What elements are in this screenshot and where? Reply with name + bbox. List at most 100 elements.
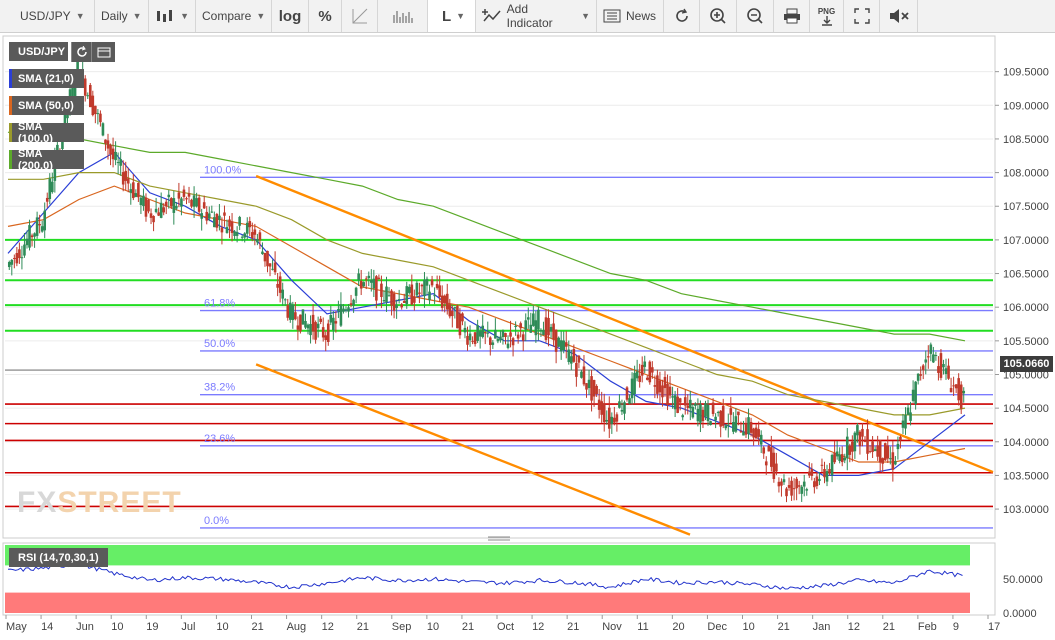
mute-button[interactable] [880,0,918,32]
candle-body [30,235,34,238]
candle-body [200,213,203,219]
add-indicator-button[interactable]: Add Indicator ▼ [476,0,597,32]
candle-body [304,321,307,328]
interval-selector[interactable]: Daily ▼ [95,0,149,32]
descending-trendline-upper [255,174,994,474]
reload-symbol-button[interactable] [71,42,91,62]
x-tick-label: Jun [76,621,94,633]
candle-body [352,299,355,306]
zoom-in-icon [710,8,726,24]
candle-body [296,325,300,330]
rsi-line [7,563,963,590]
candle-body [744,423,748,435]
volume-button[interactable] [378,0,428,32]
candle-body [294,312,297,320]
candle-body [488,337,492,345]
candle-body [787,485,791,488]
rsi-overbought-zone [5,545,970,566]
candle-body [364,278,368,280]
x-tick-label: 21 [357,621,369,633]
candle-body [134,193,138,197]
candle-body [595,385,598,394]
indicator-label[interactable]: SMA (100,0) [9,121,84,145]
y-tick-label: 106.0000 [1003,302,1049,314]
candle-body [309,323,312,336]
print-button[interactable] [774,0,810,32]
candle-body [172,198,176,213]
candle-body [407,286,411,293]
candle-body [185,198,188,200]
refresh-button[interactable] [664,0,700,32]
export-png-button[interactable]: PNG [810,0,844,32]
candle-body [863,440,867,442]
candle-body [195,198,198,207]
drawing-tool-button[interactable] [342,0,378,32]
candle-body [233,231,236,236]
sma-line [7,151,966,476]
candle-body [734,416,738,432]
indicator-label[interactable]: SMA (21,0) [9,69,84,88]
candle-body [709,421,712,426]
indicator-label[interactable]: SMA (50,0) [9,96,84,115]
candle-body [380,283,383,298]
zoom-in-button[interactable] [700,0,737,32]
candle-body [466,335,469,345]
candle-body [428,291,431,301]
candle-body [438,285,441,297]
candle-body [299,314,302,332]
candle-body [159,202,163,218]
candle-body [187,193,191,197]
candle-body [248,221,252,228]
candle-body [625,387,629,400]
candle-body [901,420,905,428]
candle-body [843,457,847,461]
percent-scale-button[interactable]: % [309,0,342,32]
candle-body [413,296,416,303]
candle-body [213,217,216,228]
candle-body [116,162,120,164]
candle-body [521,334,525,341]
candle-body [532,313,535,326]
compare-button[interactable]: Compare ▼ [196,0,272,32]
candle-body [332,317,335,331]
refresh-icon [675,8,688,22]
candle-body [666,383,669,406]
candle-body [757,429,760,437]
candle-body [230,221,234,233]
candle-body [162,207,166,213]
log-scale-button[interactable]: log [272,0,309,32]
candle-body [752,428,755,438]
candle-body [456,306,459,329]
candle-body [104,139,107,144]
panel-resize-handle[interactable] [488,536,510,541]
candle-body [387,295,391,297]
price-chart[interactable]: 109.5000 109.0000 108.5000 108.0000 107.5000… [0,33,1055,640]
y-tick-label: 103.0000 [1003,504,1049,516]
candle-body [845,436,849,459]
x-tick-label: 21 [567,621,579,633]
calendar-button[interactable] [91,42,115,62]
indicator-label-text: SMA (50,0) [18,99,74,112]
chart-toolbar: USD/JPY ▼ Daily ▼ ▼ Compare ▼ log % L ▼ Add … [0,0,1055,33]
candle-body [830,454,834,476]
fullscreen-button[interactable] [844,0,880,32]
indicator-label[interactable]: SMA (200,0) [9,148,84,172]
zoom-out-button[interactable] [737,0,774,32]
candle-body [154,208,158,213]
chart-type-button[interactable]: ▼ [149,0,196,32]
chevron-down-icon: ▼ [75,11,85,21]
candle-body [691,407,695,418]
candle-body [929,344,933,354]
line-tool-selector[interactable]: L ▼ [428,0,476,32]
candle-body [329,315,333,323]
candle-body [481,325,485,338]
news-button[interactable]: News [597,0,664,32]
candle-body [218,215,221,220]
candle-body [278,276,282,293]
candle-body [121,172,125,185]
compare-label: Compare [202,9,252,23]
candle-body [94,105,97,115]
candle-body [124,170,128,181]
symbol-selector[interactable]: USD/JPY ▼ [0,0,95,32]
candle-body [886,445,890,459]
